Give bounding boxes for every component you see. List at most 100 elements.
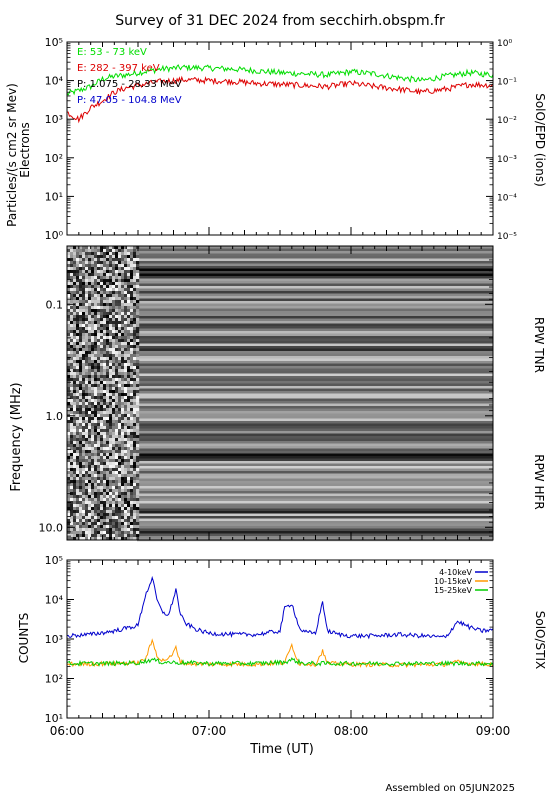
rpw-noise-cell bbox=[67, 453, 71, 457]
rpw-noise-cell bbox=[100, 483, 104, 487]
rpw-noise-cell bbox=[106, 396, 110, 400]
rpw-noise-cell bbox=[100, 525, 104, 529]
rpw-noise-cell bbox=[73, 264, 77, 268]
rpw-noise-cell bbox=[130, 372, 134, 376]
rpw-noise-cell bbox=[100, 417, 104, 421]
rpw-noise-cell bbox=[94, 321, 98, 325]
rpw-noise-cell bbox=[103, 468, 107, 472]
rpw-noise-cell bbox=[136, 306, 140, 310]
rpw-noise-cell bbox=[73, 462, 77, 466]
rpw-noise-cell bbox=[109, 489, 113, 493]
rpw-noise-cell bbox=[136, 456, 140, 460]
rpw-noise-cell bbox=[73, 390, 77, 394]
rpw-noise-cell bbox=[94, 246, 98, 250]
rpw-noise-cell bbox=[97, 375, 101, 379]
rpw-noise-cell bbox=[94, 444, 98, 448]
rpw-noise-cell bbox=[112, 423, 116, 427]
rpw-noise-cell bbox=[103, 474, 107, 478]
rpw-noise-cell bbox=[94, 471, 98, 475]
rpw-noise-cell bbox=[85, 399, 89, 403]
rpw-noise-cell bbox=[121, 447, 125, 451]
epd-right-tick-label: 10⁰ bbox=[497, 39, 512, 49]
rpw-noise-cell bbox=[88, 423, 92, 427]
rpw-noise-cell bbox=[91, 417, 95, 421]
rpw-noise-cell bbox=[130, 447, 134, 451]
rpw-noise-cell bbox=[109, 258, 113, 262]
rpw-noise-cell bbox=[127, 318, 131, 322]
rpw-noise-cell bbox=[106, 534, 110, 538]
rpw-noise-cell bbox=[88, 252, 92, 256]
rpw-noise-cell bbox=[97, 528, 101, 532]
rpw-noise-cell bbox=[130, 432, 134, 436]
rpw-noise-cell bbox=[124, 291, 128, 295]
epd-legend-entry-2: P: 1.075 - 28.33 MeV bbox=[77, 79, 182, 90]
rpw-noise-cell bbox=[85, 276, 89, 280]
rpw-noise-cell bbox=[118, 459, 122, 463]
rpw-noise-cell bbox=[112, 285, 116, 289]
rpw-noise-cell bbox=[115, 297, 119, 301]
rpw-noise-cell bbox=[82, 426, 86, 430]
rpw-noise-cell bbox=[91, 351, 95, 355]
rpw-noise-cell bbox=[106, 519, 110, 523]
rpw-noise-cell bbox=[82, 474, 86, 478]
rpw-noise-cell bbox=[109, 387, 113, 391]
rpw-noise-cell bbox=[88, 258, 92, 262]
rpw-noise-cell bbox=[94, 450, 98, 454]
rpw-noise-cell bbox=[88, 399, 92, 403]
rpw-noise-cell bbox=[85, 396, 89, 400]
rpw-noise-cell bbox=[85, 315, 89, 319]
rpw-noise-cell bbox=[127, 345, 131, 349]
rpw-noise-cell bbox=[94, 441, 98, 445]
rpw-noise-cell bbox=[136, 438, 140, 442]
rpw-noise-cell bbox=[136, 255, 140, 259]
rpw-noise-cell bbox=[73, 360, 77, 364]
rpw-noise-cell bbox=[121, 282, 125, 286]
rpw-noise-cell bbox=[85, 474, 89, 478]
rpw-noise-cell bbox=[115, 450, 119, 454]
rpw-noise-cell bbox=[115, 327, 119, 331]
rpw-noise-cell bbox=[133, 336, 137, 340]
rpw-noise-cell bbox=[73, 498, 77, 502]
rpw-noise-cell bbox=[100, 258, 104, 262]
rpw-noise-cell bbox=[103, 492, 107, 496]
rpw-noise-cell bbox=[67, 426, 71, 430]
rpw-noise-cell bbox=[88, 360, 92, 364]
rpw-noise-cell bbox=[70, 345, 74, 349]
rpw-noise-cell bbox=[118, 480, 122, 484]
rpw-noise-cell bbox=[82, 348, 86, 352]
rpw-noise-cell bbox=[127, 468, 131, 472]
rpw-noise-cell bbox=[103, 342, 107, 346]
rpw-noise-cell bbox=[79, 396, 83, 400]
rpw-noise-cell bbox=[67, 282, 71, 286]
rpw-noise-cell bbox=[79, 516, 83, 520]
rpw-noise-cell bbox=[67, 297, 71, 301]
rpw-noise-cell bbox=[94, 531, 98, 535]
rpw-noise-cell bbox=[79, 297, 83, 301]
rpw-noise-cell bbox=[124, 435, 128, 439]
rpw-noise-cell bbox=[130, 429, 134, 433]
rpw-noise-cell bbox=[109, 357, 113, 361]
rpw-noise-cell bbox=[124, 270, 128, 274]
rpw-noise-cell bbox=[109, 498, 113, 502]
rpw-noise-cell bbox=[103, 426, 107, 430]
rpw-noise-cell bbox=[100, 279, 104, 283]
rpw-noise-cell bbox=[97, 246, 101, 250]
rpw-noise-cell bbox=[82, 444, 86, 448]
rpw-noise-cell bbox=[124, 489, 128, 493]
rpw-noise-cell bbox=[79, 432, 83, 436]
rpw-noise-cell bbox=[82, 294, 86, 298]
rpw-noise-cell bbox=[100, 468, 104, 472]
rpw-noise-cell bbox=[121, 402, 125, 406]
rpw-noise-cell bbox=[106, 528, 110, 532]
rpw-noise-cell bbox=[85, 426, 89, 430]
rpw-noise-cell bbox=[112, 354, 116, 358]
rpw-noise-cell bbox=[70, 267, 74, 271]
rpw-noise-cell bbox=[76, 345, 80, 349]
rpw-noise-cell bbox=[97, 531, 101, 535]
rpw-noise-cell bbox=[106, 531, 110, 535]
rpw-noise-cell bbox=[103, 264, 107, 268]
rpw-noise-cell bbox=[124, 309, 128, 313]
rpw-noise-cell bbox=[127, 522, 131, 526]
rpw-noise-cell bbox=[127, 303, 131, 307]
rpw-band bbox=[137, 491, 493, 494]
